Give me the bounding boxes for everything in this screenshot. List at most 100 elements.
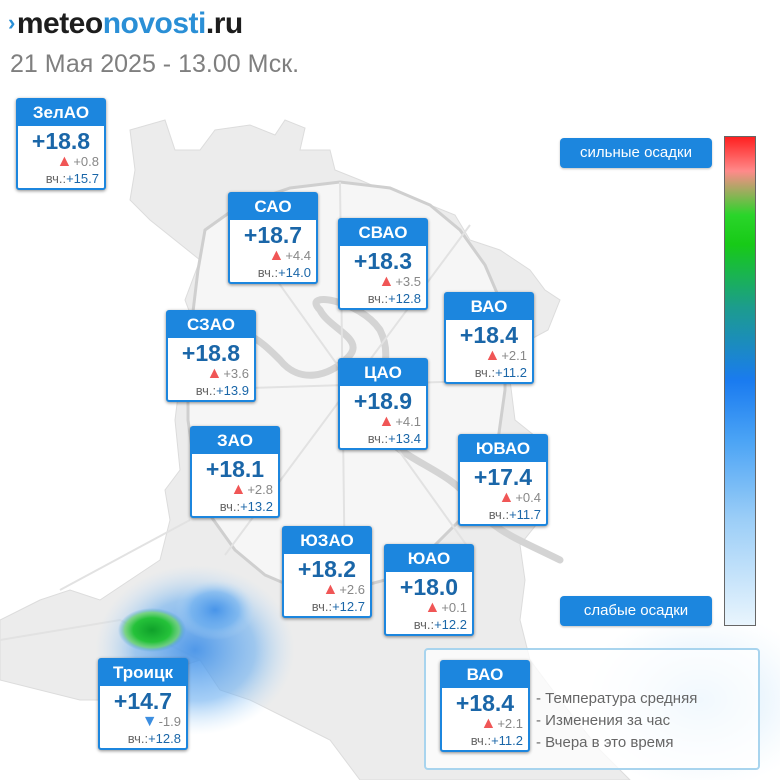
district-name: СВАО (340, 220, 426, 246)
district-card-svao[interactable]: СВАО +18.3 ▲+3.5 вч.:+12.8 (338, 218, 428, 310)
hourly-change: ▲+2.1 (446, 348, 532, 364)
legend-example-card: ВАО +18.4 ▲+2.1 вч.:+11.2 (440, 660, 530, 752)
hourly-change-value: +2.1 (501, 348, 527, 363)
hourly-change-value: +2.6 (339, 582, 365, 597)
hourly-change: ▲+2.1 (442, 716, 528, 732)
precip-area-heavy (118, 608, 186, 652)
district-name: ЮАО (386, 546, 472, 572)
district-card-szao[interactable]: СЗАО +18.8 ▲+3.6 вч.:+13.9 (166, 310, 256, 402)
yesterday-label: вч.: (257, 265, 279, 280)
yesterday-value: +13.2 (240, 499, 273, 514)
yesterday-label: вч.: (45, 171, 67, 186)
district-name: ЮЗАО (284, 528, 370, 554)
yesterday-value: +12.8 (148, 731, 181, 746)
hourly-change-value: +4.1 (395, 414, 421, 429)
district-temp: +17.4 (473, 464, 533, 490)
hourly-change-value: +2.1 (497, 716, 523, 731)
district-name: ВАО (446, 294, 532, 320)
hourly-change: ▲+2.8 (192, 482, 278, 498)
yesterday-label: вч.: (474, 365, 496, 380)
logo-text-meteo: meteo (16, 7, 103, 40)
hourly-change: ▲+2.6 (284, 582, 370, 598)
trend-up-icon: ▲ (56, 153, 73, 170)
yesterday-label: вч.: (413, 617, 435, 632)
site-logo[interactable]: ›meteonovosti.ru (8, 6, 243, 44)
yesterday-label: вч.: (195, 383, 217, 398)
strong-precip-label: сильные осадки (560, 138, 712, 168)
legend-line-temperature: - Температура средняя (536, 690, 698, 707)
yesterday-label: вч.: (470, 733, 492, 748)
yesterday-temp: вч.:+12.7 (284, 598, 370, 616)
district-card-vao[interactable]: ВАО +18.4 ▲+2.1 вч.:+11.2 (444, 292, 534, 384)
district-card-yuzao[interactable]: ЮЗАО +18.2 ▲+2.6 вч.:+12.7 (282, 526, 372, 618)
hourly-change-value: +3.6 (223, 366, 249, 381)
yesterday-label: вч.: (219, 499, 241, 514)
hourly-change-value: +0.4 (515, 490, 541, 505)
yesterday-temp: вч.:+13.9 (168, 382, 254, 400)
trend-up-icon: ▲ (378, 273, 395, 290)
district-card-sao[interactable]: САО +18.7 ▲+4.4 вч.:+14.0 (228, 192, 318, 284)
trend-up-icon: ▲ (484, 347, 501, 364)
hourly-change-value: +2.8 (247, 482, 273, 497)
yesterday-value: +13.4 (388, 431, 421, 446)
hourly-change-value: +0.1 (441, 600, 467, 615)
district-temp: +18.8 (181, 340, 241, 366)
hourly-change: ▲+4.1 (340, 414, 426, 430)
district-name: ЦАО (340, 360, 426, 386)
yesterday-value: +11.2 (495, 365, 527, 380)
district-card-zelao[interactable]: ЗелАО +18.8 ▲+0.8 вч.:+15.7 (16, 98, 106, 190)
yesterday-value: +12.7 (332, 599, 365, 614)
logo-text-novosti: novosti (102, 7, 207, 40)
trend-up-icon: ▲ (378, 413, 395, 430)
yesterday-label: вч.: (488, 507, 510, 522)
hourly-change: ▲+3.5 (340, 274, 426, 290)
yesterday-value: +11.7 (509, 507, 541, 522)
district-card-yuvao[interactable]: ЮВАО +17.4 ▲+0.4 вч.:+11.7 (458, 434, 548, 526)
weak-precip-label: слабые осадки (560, 596, 712, 626)
district-card-cao[interactable]: ЦАО +18.9 ▲+4.1 вч.:+13.4 (338, 358, 428, 450)
yesterday-value: +15.7 (66, 171, 99, 186)
trend-down-icon: ▼ (141, 713, 158, 730)
legend-line-yesterday: - Вчера в это время (536, 734, 674, 751)
hourly-change: ▲+0.8 (18, 154, 104, 170)
precipitation-color-scale (724, 136, 756, 626)
report-datetime: 21 Мая 2025 - 13.00 Мск. (10, 50, 300, 78)
hourly-change-value: +4.4 (285, 248, 311, 263)
yesterday-temp: вч.:+12.8 (340, 290, 426, 308)
yesterday-temp: вч.:+13.2 (192, 498, 278, 516)
hourly-change-value: +0.8 (73, 154, 99, 169)
district-card-zao[interactable]: ЗАО +18.1 ▲+2.8 вч.:+13.2 (190, 426, 280, 518)
district-name: ЗелАО (18, 100, 104, 126)
trend-up-icon: ▲ (268, 247, 285, 264)
yesterday-value: +14.0 (278, 265, 311, 280)
district-temp: +18.4 (455, 690, 515, 716)
district-name: САО (230, 194, 316, 220)
district-temp: +14.7 (113, 688, 173, 714)
district-name: ЮВАО (460, 436, 546, 462)
district-temp: +18.3 (353, 248, 413, 274)
district-temp: +18.7 (243, 222, 303, 248)
logo-text-domain: .ru (205, 7, 243, 40)
trend-up-icon: ▲ (424, 599, 441, 616)
yesterday-temp: вч.:+12.2 (386, 616, 472, 634)
hourly-change: ▲+0.4 (460, 490, 546, 506)
yesterday-label: вч.: (311, 599, 333, 614)
yesterday-label: вч.: (367, 291, 389, 306)
district-card-troitsk[interactable]: Троицк +14.7 ▼-1.9 вч.:+12.8 (98, 658, 188, 750)
district-card-yuao[interactable]: ЮАО +18.0 ▲+0.1 вч.:+12.2 (384, 544, 474, 636)
hourly-change-value: -1.9 (158, 714, 181, 729)
trend-up-icon: ▲ (230, 481, 247, 498)
yesterday-value: +11.2 (491, 733, 523, 748)
yesterday-value: +13.9 (216, 383, 249, 398)
logo-mark-icon: › (8, 10, 15, 35)
hourly-change: ▲+0.1 (386, 600, 472, 616)
district-temp: +18.9 (353, 388, 413, 414)
district-temp: +18.2 (297, 556, 357, 582)
legend-line-change: - Изменения за час (536, 712, 671, 729)
district-name: СЗАО (168, 312, 254, 338)
district-temp: +18.4 (459, 322, 519, 348)
district-name: ЗАО (192, 428, 278, 454)
trend-up-icon: ▲ (322, 581, 339, 598)
yesterday-temp: вч.:+12.8 (100, 730, 186, 748)
legend-panel: ВАО +18.4 ▲+2.1 вч.:+11.2 - Температура … (424, 648, 760, 770)
